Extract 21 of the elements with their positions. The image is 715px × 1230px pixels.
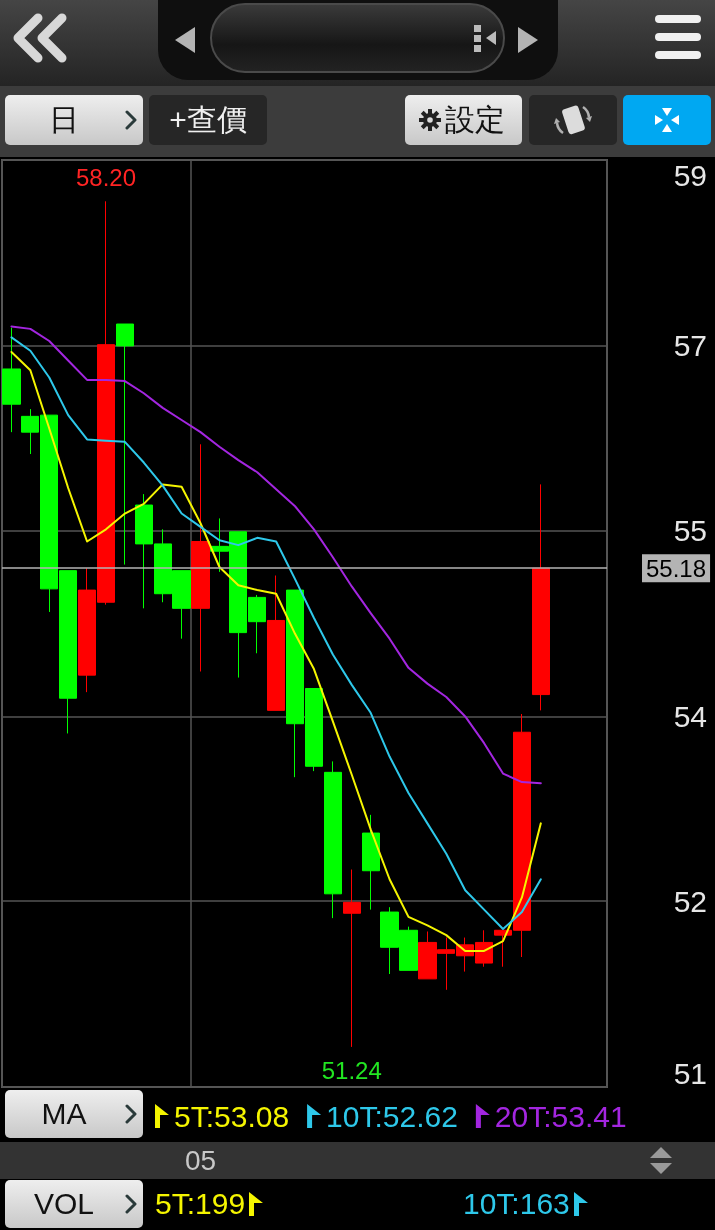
legend-title: MA <box>40 1096 88 1132</box>
y-tick-label: 55 <box>673 514 707 548</box>
price-query-button: +查價 <box>149 95 267 145</box>
y-tick-label: 59 <box>673 158 707 192</box>
y-tick-label: 51 <box>673 1056 707 1090</box>
day-button: 日 <box>5 95 143 145</box>
annotation: 58.20 <box>75 163 137 191</box>
y-tick-label: 54 <box>673 699 707 733</box>
annotation: 51.24 <box>321 1057 382 1085</box>
x-tick-label: 05 <box>184 1144 217 1176</box>
y-tick-label: 57 <box>673 329 707 363</box>
text: 5T:199 <box>155 1187 246 1221</box>
text: 10T:163 <box>463 1187 570 1221</box>
legend-label: 5T:53.08 <box>174 1099 290 1133</box>
legend-label: 20T:53.41 <box>494 1099 627 1133</box>
legend-label: 10T:52.62 <box>326 1099 458 1133</box>
legend-button: MA <box>5 1090 143 1138</box>
settings-button: 設定 <box>405 95 522 145</box>
volume-button: VOL <box>5 1180 143 1228</box>
ref-line-label: 55.18 <box>646 554 707 582</box>
y-tick-label: 52 <box>673 884 707 918</box>
